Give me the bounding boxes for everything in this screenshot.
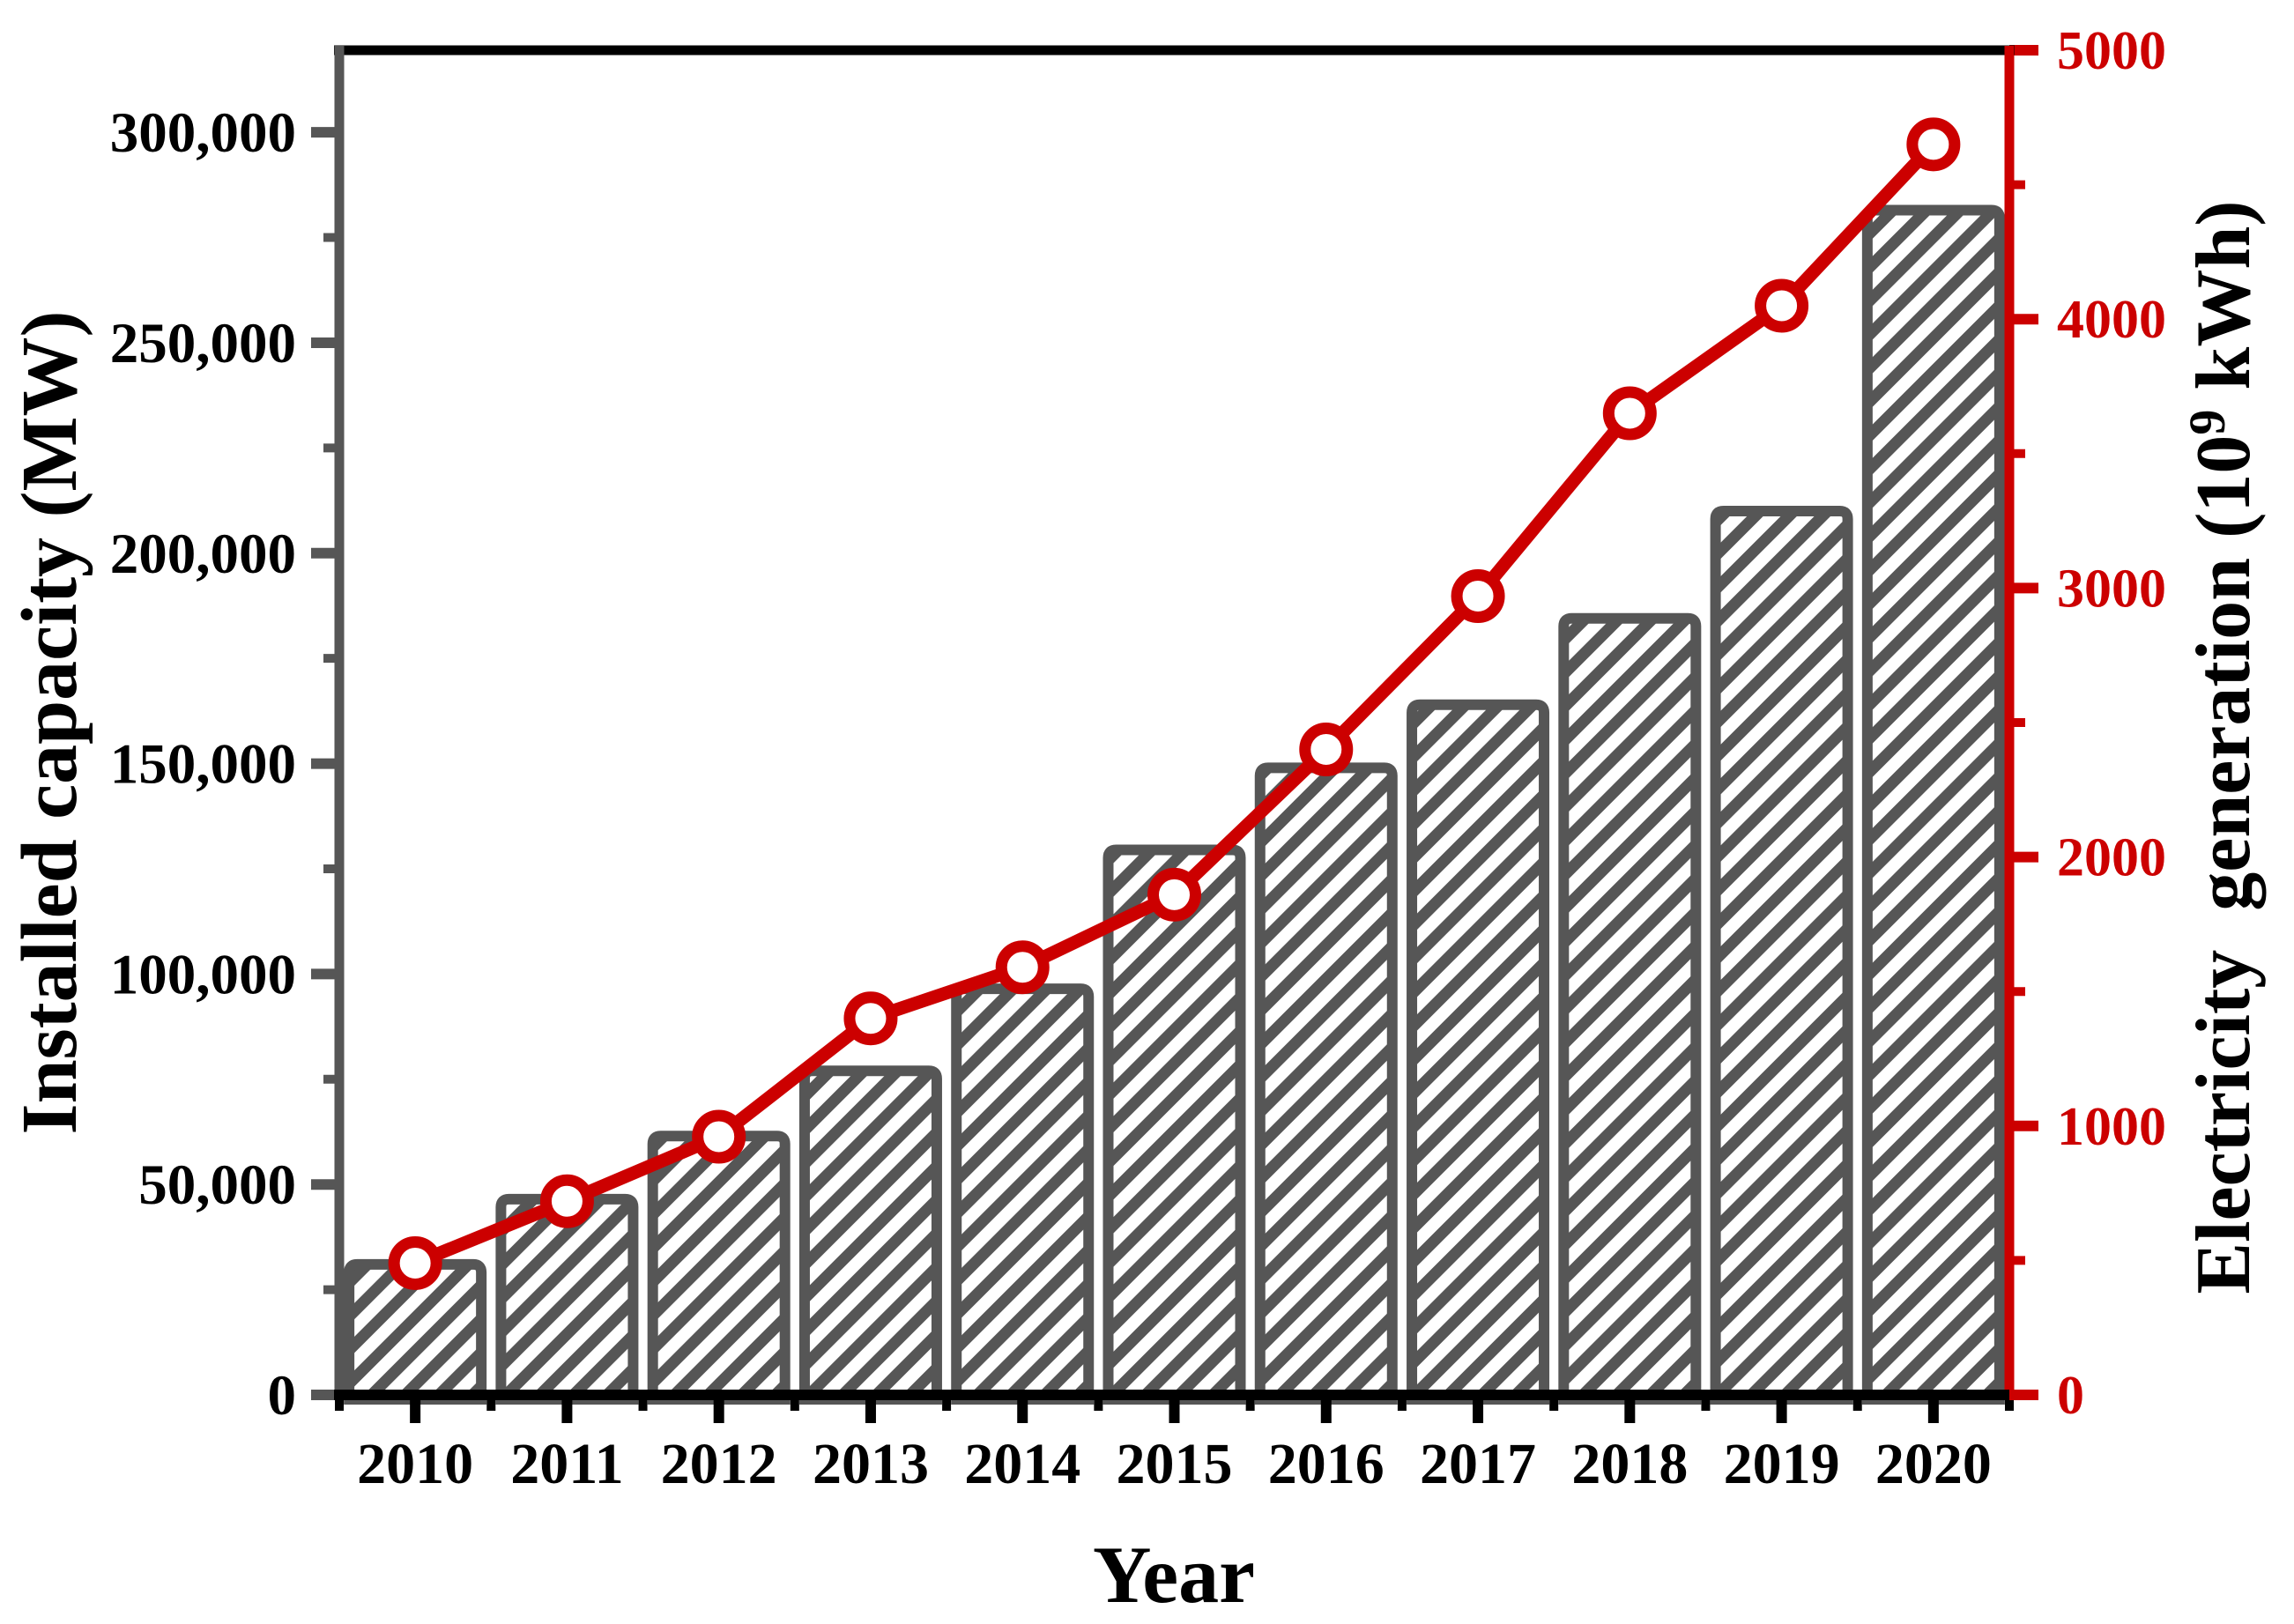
right-axis-title-base: Electricity generation (10 <box>2181 435 2267 1294</box>
left-axis-tick-label: 50,000 <box>138 1153 296 1217</box>
capacity-bar-2013 <box>798 1065 942 1405</box>
generation-marker-2016 <box>1299 723 1354 777</box>
x-axis-tick-label: 2014 <box>964 1432 1080 1496</box>
right-axis-title-end: kWh) <box>2181 200 2267 409</box>
generation-marker-2010 <box>388 1235 442 1290</box>
capacity-bar-2015 <box>1102 844 1246 1405</box>
left-axis-tick-label: 100,000 <box>110 943 296 1006</box>
axes-layer <box>334 45 2015 1400</box>
right-axis-tick-label: 0 <box>2057 1366 2084 1426</box>
generation-marker-2019 <box>1755 278 1809 333</box>
generation-marker-2013 <box>843 991 898 1046</box>
x-axis-tick-label: 2018 <box>1571 1432 1688 1496</box>
generation-marker-2014 <box>995 940 1050 995</box>
x-axis-tick-label: 2020 <box>1875 1432 1992 1496</box>
right-axis-tick-label: 3000 <box>2057 559 2166 619</box>
x-axis-tick-label: 2015 <box>1117 1432 1233 1496</box>
capacity-bar-2017 <box>1407 699 1550 1405</box>
left-axis-tick-label: 150,000 <box>110 733 296 797</box>
x-axis-tick-label: 2017 <box>1420 1432 1536 1496</box>
x-axis-tick-label: 2012 <box>661 1432 777 1496</box>
left-axis-tick-label: 300,000 <box>110 101 296 165</box>
left-axis-tick-label: 0 <box>268 1364 297 1427</box>
generation-marker-2018 <box>1602 386 1657 441</box>
left-axis-tick-label: 200,000 <box>110 523 296 586</box>
generation-marker-2015 <box>1147 867 1201 922</box>
capacity-bar-2010 <box>344 1258 487 1405</box>
right-axis-title-superscript: 9 <box>2179 410 2236 435</box>
bars-layer <box>344 204 2005 1405</box>
x-axis-title: Year <box>1093 1530 1255 1620</box>
right-axis-tick-label: 1000 <box>2057 1097 2166 1157</box>
right-axis-title: Electricity generation (109 kWh) <box>2179 200 2267 1294</box>
right-axis-tick-label: 2000 <box>2057 828 2166 888</box>
ticks-layer: 0 50,000 100,000 150,000 200,000 250,000 300,0… <box>110 21 2166 1496</box>
capacity-bar-2020 <box>1861 204 2005 1405</box>
left-axis-tick-label: 250,000 <box>110 312 296 375</box>
x-axis-tick-label: 2016 <box>1268 1432 1385 1496</box>
x-axis-tick-label: 2019 <box>1724 1432 1840 1496</box>
right-axis-tick-label: 5000 <box>2057 21 2166 81</box>
x-axis-tick-label: 2011 <box>510 1432 623 1496</box>
capacity-bar-2012 <box>647 1131 791 1405</box>
capacity-bar-2016 <box>1254 762 1398 1405</box>
x-axis-tick-label: 2013 <box>813 1432 929 1496</box>
capacity-bar-2019 <box>1710 505 1853 1405</box>
generation-marker-2012 <box>692 1109 746 1164</box>
left-axis-title: Installed capacity (MW) <box>6 311 93 1135</box>
generation-marker-2017 <box>1451 569 1505 624</box>
generation-marker-2011 <box>539 1174 594 1228</box>
generation-marker-2020 <box>1906 117 1961 172</box>
capacity-bar-2018 <box>1558 612 1702 1405</box>
line-layer <box>388 117 1961 1290</box>
right-axis-tick-label: 4000 <box>2057 290 2166 350</box>
capacity-bar-2014 <box>951 983 1095 1405</box>
x-axis-tick-label: 2010 <box>357 1432 473 1496</box>
capacity-bar-2011 <box>495 1193 639 1405</box>
